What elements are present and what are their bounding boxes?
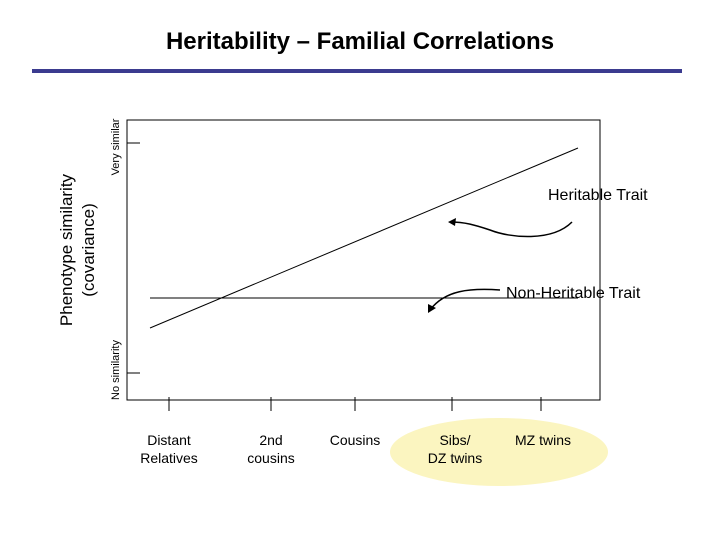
plot-frame [126, 119, 601, 401]
y-axis-label-text: Phenotype similarity (covariance) [57, 173, 98, 327]
y-axis-label: Phenotype similarity (covariance) [56, 150, 100, 350]
heritable-arrow-head [448, 218, 456, 226]
x-category-label-line: MZ twins [515, 432, 571, 448]
x-category-label-line: Cousins [329, 432, 381, 448]
non-heritable-arrow [429, 288, 501, 311]
x-category-label: 2nd cousins [226, 431, 316, 467]
series-lines [149, 147, 579, 329]
x-category-label-line: Relatives [140, 450, 198, 466]
y-low-label: No similarity [110, 340, 122, 400]
heritable-arrow [449, 221, 573, 238]
x-category-label-line: 2nd [259, 432, 283, 448]
x-category-label-line: Distant [147, 432, 191, 448]
non-heritable-trait-label: Non-Heritable Trait [506, 285, 641, 302]
x-category-label: Sibs/DZ twins [410, 431, 500, 467]
x-category-label: Distant Relatives [124, 431, 214, 467]
heritable-trait-label: Heritable Trait [548, 187, 648, 204]
x-category-label-line: Sibs/ [439, 432, 471, 448]
x-category-label: Cousins [310, 431, 400, 449]
y-high-label: Very similar [110, 118, 122, 176]
x-category-label: MZ twins [498, 431, 588, 449]
title-underline [32, 69, 682, 73]
x-category-label-line: cousins [247, 450, 295, 466]
twins-highlight [390, 418, 608, 486]
x-ticks [168, 397, 542, 411]
x-category-label-line: DZ twins [427, 450, 483, 466]
chart-title: Heritability – Familial Correlations [165, 28, 555, 55]
non-heritable-arrow-head [428, 304, 436, 313]
